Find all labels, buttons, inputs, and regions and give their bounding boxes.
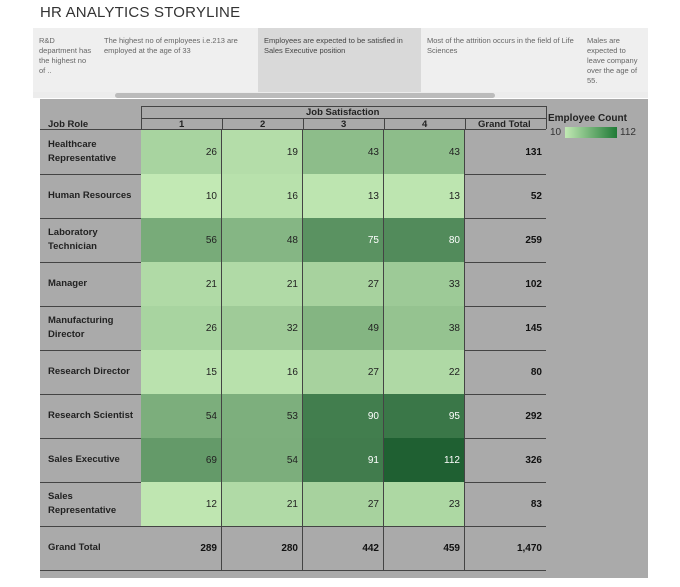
header-top-line [141,106,546,107]
heatmap-cell: 27 [303,262,384,306]
grand-total-cell: 459 [384,526,465,570]
heatmap-cell: 43 [384,130,465,174]
heatmap-cell: 16 [222,350,303,394]
heatmap-cell: 75 [303,218,384,262]
story-tab-5[interactable]: Males are expected to leave company over… [587,36,638,85]
column-divider [303,118,304,129]
overall-total-cell: 1,470 [516,542,542,554]
heatmap-cell: 21 [141,262,222,306]
heatmap-cell: 56 [141,218,222,262]
column-header-4: 4 [422,119,428,130]
column-header-2: 2 [260,119,266,130]
heatmap-cell: 90 [303,394,384,438]
heatmap-cell: 26 [141,130,222,174]
column-divider [546,106,547,129]
heatmap-cell: 16 [222,174,303,218]
row-divider [40,570,546,571]
heatmap-cell: 27 [303,350,384,394]
heatmap-cell: 12 [141,482,222,526]
heatmap-cell: 32 [222,306,303,350]
row-label: Laboratory Technician [48,227,98,252]
story-tab-4[interactable]: Most of the attrition occurs in the fiel… [427,36,574,55]
heatmap-cell: 13 [384,174,465,218]
row-label: Sales Representative [48,491,117,516]
heatmap-cell: 38 [384,306,465,350]
column-header-1: 1 [179,119,185,130]
story-tab-1[interactable]: R&D department has the highest no of .. [39,36,92,75]
column-group-header: Job Satisfaction [306,107,380,118]
row-label: Human Resources [48,190,132,201]
row-label: Sales Executive [48,454,120,465]
row-total-cell: 292 [525,410,542,422]
heatmap-cell: 43 [303,130,384,174]
row-total-cell: 326 [525,454,542,466]
heatmap-cell: 53 [222,394,303,438]
row-total-cell: 259 [525,234,542,246]
heatmap-cell: 69 [141,438,222,482]
column-divider [384,118,385,129]
heatmap-cell: 48 [222,218,303,262]
heatmap-cell: 91 [303,438,384,482]
heatmap-cell: 21 [222,482,303,526]
heatmap-cell: 54 [222,438,303,482]
row-total-cell: 145 [525,322,542,334]
grand-total-header: Grand Total [478,119,531,130]
row-label: Research Scientist [48,410,134,421]
row-total-cell: 102 [525,278,542,290]
legend-color-bar [565,127,617,138]
heatmap-cell: 15 [141,350,222,394]
scrollbar-thumb[interactable] [115,93,495,98]
story-tab-3[interactable]: Employees are expected to be satisfied i… [258,28,421,92]
row-total-cell: 52 [530,190,542,202]
header-bottom-line [40,129,546,130]
legend-max-label: 112 [620,127,636,138]
grand-total-row-label: Grand Total [48,542,101,553]
heatmap-cell: 23 [384,482,465,526]
heatmap-cell: 19 [222,130,303,174]
row-header: Job Role [48,119,89,130]
header-mid-line [141,118,546,119]
column-divider [465,118,466,129]
legend-min-label: 10 [550,127,562,138]
column-header-3: 3 [341,119,347,130]
heatmap-cell: 54 [141,394,222,438]
row-total-cell: 83 [530,498,542,510]
heatmap-cell: 80 [384,218,465,262]
grand-total-cell: 289 [141,526,222,570]
heatmap-cell: 95 [384,394,465,438]
heatmap-cell: 112 [384,438,465,482]
row-label: Manufacturing Director [48,315,114,340]
row-label: Manager [48,278,88,289]
row-total-cell: 80 [530,366,542,378]
heatmap-cell: 10 [141,174,222,218]
row-label: Research Director [48,366,130,377]
story-tabs: R&D department has the highest no of .. T… [33,28,648,92]
heatmap-cell: 13 [303,174,384,218]
page-title: HR ANALYTICS STORYLINE [40,4,241,21]
heatmap-cell: 22 [384,350,465,394]
grand-total-cell: 280 [222,526,303,570]
row-total-cell: 131 [525,146,542,158]
heatmap-cell: 33 [384,262,465,306]
heatmap-cell: 21 [222,262,303,306]
grand-total-cell: 442 [303,526,384,570]
heatmap-cell: 26 [141,306,222,350]
story-tab-2[interactable]: The highest no of employees i.e.213 are … [104,36,238,55]
row-divider [40,526,546,527]
heatmap-cell: 27 [303,482,384,526]
legend-title: Employee Count [548,113,627,124]
column-divider [141,106,142,129]
heatmap-cell: 49 [303,306,384,350]
row-label: Healthcare Representative [48,139,117,164]
column-divider [222,118,223,129]
